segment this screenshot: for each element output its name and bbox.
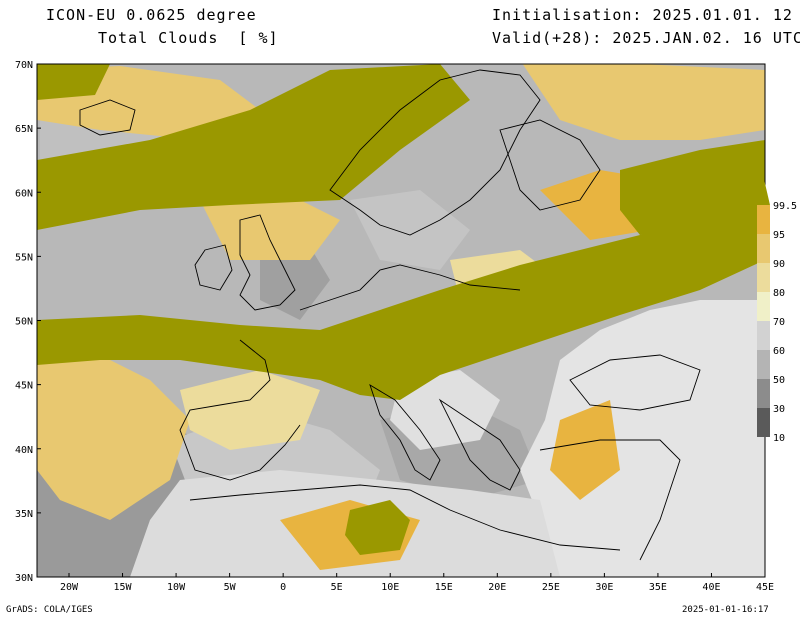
lon-label: 20W (60, 582, 79, 593)
valid-time: Valid(+28): 2025.JAN.02. 16 UTC (492, 29, 800, 47)
legend-swatch (757, 350, 770, 379)
lat-label: 40N (15, 445, 33, 456)
lat-label: 30N (15, 573, 33, 584)
lon-label: 5W (224, 582, 237, 593)
map-plot-area (37, 64, 765, 577)
lon-label: 30E (595, 582, 613, 593)
lat-label: 55N (15, 252, 33, 263)
longitude-axis: 20W 15W 10W 5W 0 5E 10E 15E 20E 25E 30E 35E 40E 45E (60, 573, 774, 593)
lon-label: 45E (756, 582, 774, 593)
lon-label: 25E (542, 582, 560, 593)
overcast-cloud-bands (37, 64, 765, 555)
grads-credit: GrADS: COLA/IGES (6, 605, 93, 615)
legend-swatch (757, 379, 770, 408)
color-legend: 10 30 50 60 70 80 90 95 99.5 (757, 177, 797, 444)
latitude-axis: 70N 65N 60N 55N 50N 45N 40N 35N 30N (15, 60, 41, 584)
lon-label: 10W (167, 582, 186, 593)
legend-label: 95 (773, 230, 785, 241)
lon-label: 15W (114, 582, 133, 593)
legend-label: 80 (773, 288, 785, 299)
legend-label: 30 (773, 404, 785, 415)
legend-max-triangle (757, 177, 770, 205)
legend-swatch (757, 408, 770, 437)
lat-label: 35N (15, 509, 33, 520)
legend-label: 60 (773, 346, 785, 357)
lat-label: 50N (15, 317, 33, 328)
legend-label: 70 (773, 317, 785, 328)
lon-label: 35E (649, 582, 667, 593)
lat-label: 60N (15, 188, 33, 199)
lat-label: 65N (15, 124, 33, 135)
lat-label: 45N (15, 381, 33, 392)
lon-label: 40E (702, 582, 720, 593)
lon-label: 0 (280, 582, 286, 593)
render-timestamp: 2025-01-01-16:17 (682, 605, 769, 615)
map-title-field: Total Clouds [ %] (98, 29, 279, 47)
lon-label: 10E (381, 582, 399, 593)
legend-swatch (757, 205, 770, 234)
legend-swatch (757, 321, 770, 350)
legend-swatch (757, 263, 770, 292)
legend-swatch (757, 234, 770, 263)
lon-label: 15E (435, 582, 453, 593)
high-cloud-patches (37, 64, 765, 570)
initialisation-time: Initialisation: 2025.01.01. 12 UTC (492, 6, 800, 24)
map-title-model: ICON-EU 0.0625 degree (46, 6, 257, 24)
legend-label: 50 (773, 375, 785, 386)
legend-label: 99.5 (773, 201, 797, 212)
lat-label: 70N (15, 60, 33, 71)
lon-label: 5E (331, 582, 343, 593)
legend-label: 10 (773, 433, 785, 444)
lon-label: 20E (488, 582, 506, 593)
legend-swatch (757, 292, 770, 321)
legend-label: 90 (773, 259, 785, 270)
coastlines (79, 69, 701, 561)
